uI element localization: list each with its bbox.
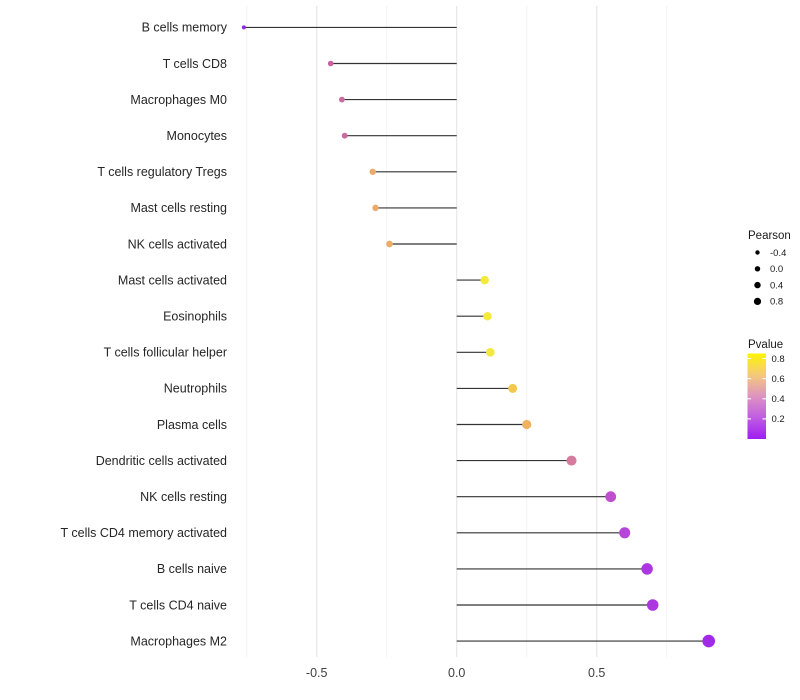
x-tick-label: 0.0 — [448, 666, 465, 680]
category-label: Dendritic cells activated — [96, 454, 227, 468]
category-label: Monocytes — [167, 129, 227, 143]
category-label: T cells CD4 memory activated — [61, 526, 228, 540]
chart-row: T cells CD4 naive — [129, 598, 659, 612]
legend-size-key-dot — [754, 281, 761, 289]
chart-row: NK cells activated — [128, 237, 457, 251]
data-point — [341, 132, 348, 139]
data-point — [522, 419, 532, 430]
chart-row: Monocytes — [167, 129, 457, 143]
category-label: T cells follicular helper — [104, 346, 227, 360]
data-point — [566, 455, 577, 466]
legend-size-key-label: -0.4 — [770, 248, 786, 259]
chart-row: T cells follicular helper — [104, 346, 495, 360]
category-label: T cells CD4 naive — [129, 598, 227, 612]
chart-row: B cells naive — [157, 562, 653, 576]
category-label: Macrophages M2 — [130, 634, 227, 648]
chart-row: Macrophages M2 — [130, 634, 715, 648]
category-label: Mast cells activated — [118, 273, 227, 287]
data-point — [646, 599, 659, 611]
colorbar-tick-label: 0.6 — [772, 374, 785, 385]
chart-row: Eosinophils — [163, 310, 492, 324]
category-label: B cells memory — [142, 21, 228, 35]
data-point — [508, 383, 518, 393]
chart-row: Dendritic cells activated — [96, 454, 577, 468]
data-point — [241, 25, 246, 30]
data-point — [369, 168, 376, 175]
legend-pvalue: Pvalue 0.8 0.6 0.4 0.2 — [747, 339, 785, 439]
category-label: T cells CD8 — [163, 57, 227, 71]
legend-size-key-label: 0.8 — [770, 297, 783, 308]
category-label: NK cells resting — [140, 490, 227, 504]
chart-row: Mast cells resting — [130, 201, 457, 215]
data-point — [327, 60, 334, 67]
chart-row: Mast cells activated — [118, 273, 489, 287]
data-point — [483, 311, 492, 321]
category-label: NK cells activated — [128, 237, 227, 251]
chart-row: Macrophages M0 — [130, 93, 457, 107]
gridlines — [246, 6, 668, 657]
colorbar-tick-label: 0.8 — [772, 354, 785, 365]
chart-row: B cells memory — [142, 21, 457, 35]
category-label: Macrophages M0 — [130, 93, 227, 107]
chart-row: T cells regulatory Tregs — [97, 165, 457, 179]
pvalue-colorbar — [747, 353, 766, 439]
data-point — [486, 348, 495, 357]
legend-pearson-title: Pearson — [748, 230, 791, 242]
data-point — [702, 634, 715, 648]
x-tick-label: -0.5 — [306, 666, 328, 680]
data-point — [605, 491, 617, 503]
data-point — [619, 527, 631, 539]
data-point — [641, 563, 653, 575]
x-tick-label: 0.5 — [588, 666, 605, 680]
data-point — [386, 240, 393, 248]
legend-size-key-dot — [755, 250, 760, 255]
legend-size-key-label: 0.0 — [770, 264, 783, 275]
category-label: Neutrophils — [164, 382, 227, 396]
category-label: T cells regulatory Tregs — [97, 165, 227, 179]
colorbar-tick-label: 0.2 — [772, 414, 785, 425]
legend-pvalue-title: Pvalue — [748, 339, 783, 351]
category-label: B cells naive — [157, 562, 227, 576]
data-point — [372, 204, 379, 212]
chart-row: T cells CD8 — [163, 57, 457, 71]
chart-row: T cells CD4 memory activated — [61, 526, 631, 540]
colorbar-tick-label: 0.4 — [772, 394, 785, 405]
category-label: Eosinophils — [163, 310, 227, 324]
chart-row: NK cells resting — [140, 490, 617, 504]
category-label: Plasma cells — [157, 418, 227, 432]
legend-size-key-dot — [754, 266, 761, 272]
data-point — [338, 96, 345, 103]
data-point — [480, 275, 489, 285]
category-label: Mast cells resting — [130, 201, 227, 215]
legend-size-key-dot — [753, 297, 762, 305]
legend-size-key-label: 0.4 — [770, 280, 783, 291]
chart-row: Neutrophils — [164, 382, 518, 396]
chart-row: Plasma cells — [157, 418, 532, 432]
legend-pearson: Pearson -0.4 0.0 0.4 0.8 — [748, 230, 791, 308]
x-axis: -0.5 0.0 0.5 — [306, 666, 606, 680]
